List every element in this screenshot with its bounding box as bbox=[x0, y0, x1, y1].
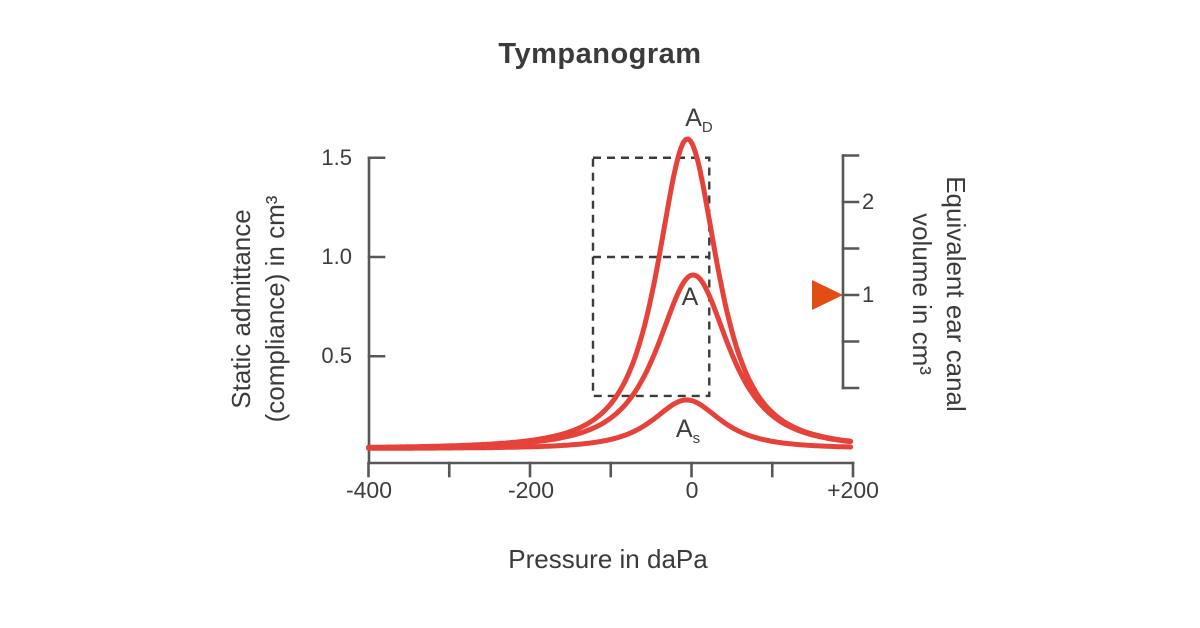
right-tick-label-1: 1 bbox=[862, 282, 875, 307]
x-tick-label-+200: +200 bbox=[827, 477, 879, 503]
right-tick-label-2: 2 bbox=[862, 189, 875, 214]
left-axis-title-line1: Static admittance bbox=[226, 209, 256, 409]
curve-label-ad: AD bbox=[685, 104, 713, 136]
curve-a bbox=[366, 272, 854, 450]
curve-label-a-base: A bbox=[681, 283, 699, 311]
curve-label-ad-base: A bbox=[685, 104, 702, 132]
curve-label-as-base: A bbox=[675, 415, 693, 443]
normal-range-box bbox=[591, 156, 711, 398]
curve-label-as-sub: s bbox=[692, 430, 701, 447]
chart-title: Tympanogram bbox=[498, 38, 702, 70]
marker-triangle-icon bbox=[812, 280, 843, 310]
right-axis-title: Equivalent ear canal volume in cm³ bbox=[905, 176, 973, 412]
x-tick-label--200: -200 bbox=[507, 477, 555, 503]
x-axis-title: Pressure in daPa bbox=[508, 544, 708, 574]
left-tick-label-0.5: 0.5 bbox=[321, 343, 352, 368]
curve-ad bbox=[366, 136, 854, 450]
left-tick-label-1.0: 1.0 bbox=[321, 244, 352, 269]
left-axis-title: Static admittance (compliance) in cm³ bbox=[224, 196, 292, 423]
curve-label-a: A bbox=[682, 283, 699, 312]
x-tick-label-0: 0 bbox=[685, 477, 699, 503]
right-axis-title-line1: Equivalent ear canal bbox=[941, 176, 971, 412]
curve-label-as: As bbox=[675, 415, 701, 447]
right-axis-title-line2: volume in cm³ bbox=[907, 213, 937, 375]
x-tick-label--400: -400 bbox=[345, 477, 393, 503]
curve-label-ad-sub: D bbox=[701, 119, 713, 136]
left-tick-label-1.5: 1.5 bbox=[321, 145, 352, 170]
left-axis-title-line2: (compliance) in cm³ bbox=[260, 195, 290, 423]
